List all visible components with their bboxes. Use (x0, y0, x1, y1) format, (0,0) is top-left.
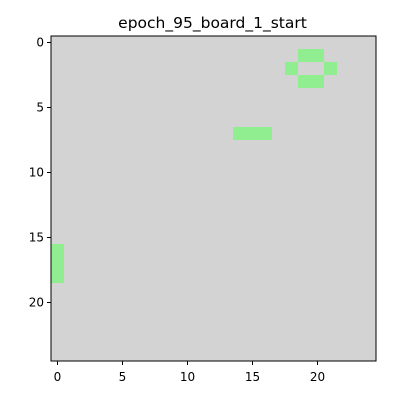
y-tick-label: 20 (29, 296, 44, 310)
alive-cell (285, 62, 298, 75)
y-axis: 0 5 10 15 20 (29, 36, 51, 310)
x-tick-label: 15 (245, 370, 260, 384)
alive-cell (298, 49, 311, 62)
alive-cell (233, 127, 246, 140)
x-axis: 0 5 10 15 20 (54, 361, 325, 384)
y-tick-label: 5 (36, 101, 44, 115)
alive-cell (259, 127, 272, 140)
board-background (51, 36, 376, 361)
y-tick-label: 0 (36, 36, 44, 50)
alive-cells (51, 49, 337, 283)
y-tick-label: 10 (29, 166, 44, 180)
axes-frame (50, 35, 377, 362)
alive-cell (298, 75, 311, 88)
x-tick-label: 20 (310, 370, 325, 384)
x-tick-label: 5 (119, 370, 127, 384)
alive-cell (51, 270, 64, 283)
alive-cell (324, 62, 337, 75)
x-tick-label: 10 (180, 370, 195, 384)
y-tick-label: 15 (29, 231, 44, 245)
alive-cell (51, 244, 64, 257)
alive-cell (311, 49, 324, 62)
x-tick-label: 0 (54, 370, 62, 384)
chart-title: epoch_95_board_1_start (118, 14, 307, 33)
alive-cell (51, 257, 64, 270)
alive-cell (311, 75, 324, 88)
alive-cell (246, 127, 259, 140)
